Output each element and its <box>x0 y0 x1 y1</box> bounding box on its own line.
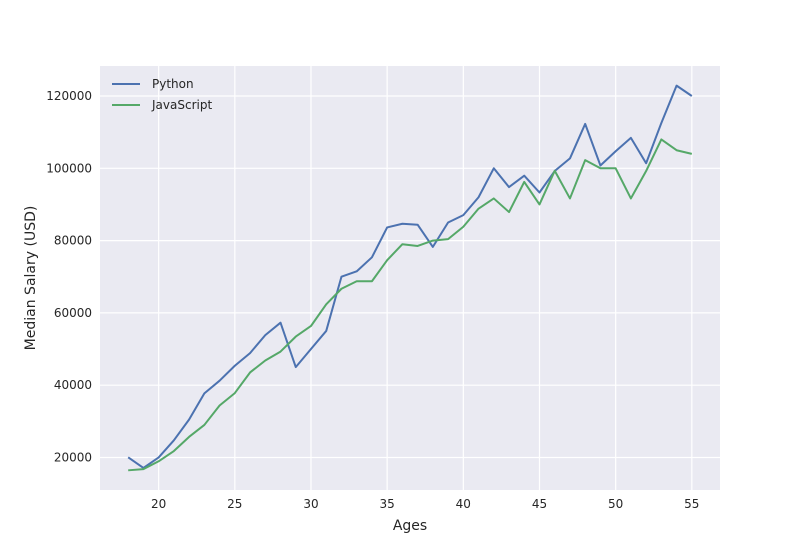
legend: Python JavaScript <box>112 77 212 112</box>
series-lines <box>127 84 693 472</box>
y-tick-label: 120000 <box>46 89 92 103</box>
y-tick-label: 40000 <box>54 378 92 392</box>
x-tick-label: 50 <box>608 497 623 511</box>
x-tick-label: 45 <box>532 497 547 511</box>
x-tick-label: 25 <box>227 497 242 511</box>
y-tick-label: 20000 <box>54 450 92 464</box>
javascript-line <box>128 138 693 472</box>
y-tick-label: 60000 <box>54 306 92 320</box>
x-tick-label: 40 <box>456 497 471 511</box>
x-tick-label: 55 <box>684 497 699 511</box>
legend-label-javascript: JavaScript <box>151 98 212 112</box>
x-axis-label: Ages <box>393 518 427 534</box>
x-tick-label: 30 <box>303 497 318 511</box>
python-line <box>127 84 693 469</box>
y-axis-label: Median Salary (USD) <box>23 206 39 351</box>
y-tick-labels: 20000 40000 60000 80000 100000 120000 <box>46 89 92 464</box>
x-tick-label: 20 <box>151 497 166 511</box>
plot-background <box>100 66 720 490</box>
x-tick-labels: 20 25 30 35 40 45 50 55 <box>151 497 699 511</box>
x-tick-label: 35 <box>380 497 395 511</box>
y-tick-label: 80000 <box>54 234 92 248</box>
y-tick-label: 100000 <box>46 161 92 175</box>
legend-label-python: Python <box>152 77 194 91</box>
